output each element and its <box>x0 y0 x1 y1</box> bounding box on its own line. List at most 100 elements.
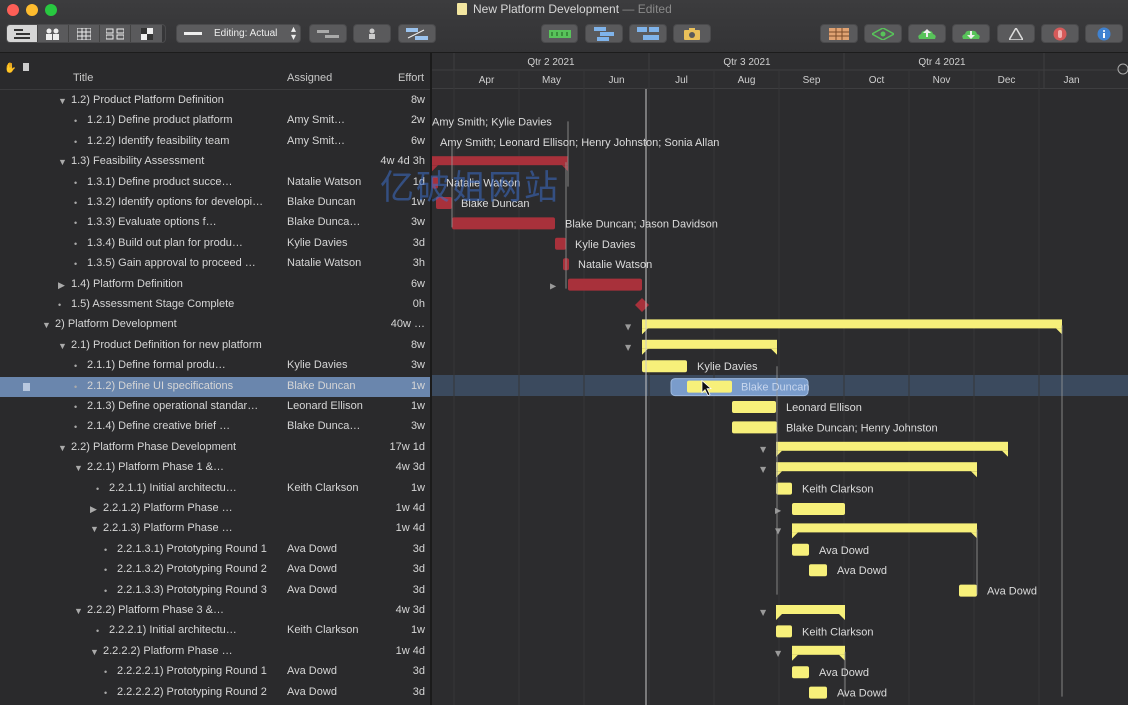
outline-row[interactable]: ▼ 2.2.1) Platform Phase 1 &… 4w 3d <box>0 458 430 478</box>
task-bar[interactable] <box>809 564 827 577</box>
summary-bar[interactable] <box>776 441 1008 451</box>
task-bar[interactable] <box>432 176 438 189</box>
summary-bar[interactable] <box>432 156 568 166</box>
network-view-button[interactable] <box>100 25 131 42</box>
split-view-button[interactable] <box>629 24 667 43</box>
summary-bar[interactable] <box>792 523 977 533</box>
disclosure-triangle-icon[interactable]: ▼ <box>775 649 782 658</box>
assign-resource-button[interactable] <box>353 24 391 43</box>
import-button[interactable] <box>952 24 990 43</box>
close-window-button[interactable] <box>7 4 19 16</box>
outline-row[interactable]: ▼ 1.2) Product Platform Definition 8w <box>0 91 430 111</box>
outline-row[interactable]: • 2.2.2.1) Initial architectu… Keith Clark… <box>0 621 430 641</box>
outline-row[interactable]: • 2.1.4) Define creative brief … Blake Dun… <box>0 417 430 437</box>
outline-row[interactable]: • 2.2.1.3.2) Prototyping Round 2 Ava Dowd 3… <box>0 560 430 580</box>
disclosure-triangle-icon[interactable]: ▼ <box>625 343 632 352</box>
summary-bar[interactable] <box>642 339 777 349</box>
editing-mode-popup[interactable]: Editing: Actual ▴ ▾ <box>176 24 301 43</box>
task-bar[interactable] <box>959 584 977 597</box>
summary-bar[interactable] <box>642 319 1062 329</box>
note-column-icon[interactable] <box>23 63 29 71</box>
disclosure-triangle-icon[interactable]: ▼ <box>775 526 782 535</box>
task-bar[interactable] <box>452 217 555 230</box>
disclosure-triangle-icon[interactable]: ▼ <box>74 606 83 616</box>
summary-bar[interactable] <box>776 605 845 614</box>
outline-row[interactable]: • 1.3.3) Evaluate options f… Blake Dunca… 3… <box>0 213 430 233</box>
disclosure-triangle-icon[interactable]: ▶ <box>58 279 65 290</box>
task-bar[interactable] <box>555 237 566 250</box>
resource-view-button[interactable] <box>38 25 69 42</box>
disclosure-triangle-icon[interactable]: ▼ <box>90 524 99 535</box>
styles-view-button[interactable] <box>131 25 162 42</box>
task-bar[interactable] <box>792 666 809 679</box>
hand-icon[interactable]: ✋ <box>4 63 17 74</box>
disclosure-triangle-icon[interactable]: ▶ <box>90 504 97 514</box>
outline-row[interactable]: • 2.2.2.2.1) Prototyping Round 1 Ava Dowd 3… <box>0 662 430 682</box>
outline-row[interactable]: ▶ 1.4) Platform Definition 6w <box>0 275 430 295</box>
outline-row[interactable]: ▶ 2.2.1.2) Platform Phase … 1w 4d <box>0 499 430 519</box>
disclosure-triangle-icon[interactable]: ▼ <box>760 445 767 454</box>
disclosure-triangle-icon[interactable]: ▼ <box>42 320 51 331</box>
disclosure-triangle-icon[interactable]: ▼ <box>58 442 67 453</box>
task-bar[interactable] <box>436 197 452 209</box>
row-note-icon[interactable] <box>23 382 30 391</box>
outline-row[interactable]: • 2.2.2.2.2) Prototyping Round 2 Ava Dowd 3… <box>0 683 430 703</box>
change-tracking-button[interactable] <box>997 24 1035 43</box>
task-bar[interactable] <box>809 686 827 699</box>
level-button[interactable] <box>541 24 578 43</box>
effort-column-header[interactable]: Effort <box>398 72 425 84</box>
publish-button[interactable] <box>908 24 946 43</box>
table-button[interactable] <box>820 24 858 43</box>
outline-row[interactable]: ▼ 2.2.2.2) Platform Phase … 1w 4d <box>0 642 430 662</box>
violations-button[interactable] <box>1041 24 1079 43</box>
disclosure-triangle-icon[interactable]: ▶ <box>550 282 557 291</box>
inspector-button[interactable] <box>1085 24 1123 43</box>
minimize-window-button[interactable] <box>26 4 38 16</box>
task-bar[interactable] <box>776 482 792 495</box>
outline-row[interactable]: ▼ 2.2) Platform Phase Development 17w 1d <box>0 438 430 458</box>
outline-row[interactable]: ▼ 2) Platform Development 40w … <box>0 315 430 335</box>
disclosure-triangle-icon[interactable]: ▼ <box>58 96 67 106</box>
outline-row[interactable]: • 1.2.1) Define product platform Amy Smit…… <box>0 111 430 131</box>
disclosure-triangle-icon[interactable]: ▼ <box>58 340 67 351</box>
outline-row[interactable]: • 2.1.1) Define formal produ… Kylie Davies… <box>0 356 430 376</box>
summary-bar[interactable] <box>776 462 977 472</box>
outline-row[interactable]: • 1.3.5) Gain approval to proceed … Natali… <box>0 254 430 274</box>
disclosure-triangle-icon[interactable]: ▼ <box>58 157 67 168</box>
task-bar[interactable] <box>792 503 845 515</box>
task-bar[interactable] <box>792 543 809 556</box>
outline-row[interactable]: • 2.1.3) Define operational standar… Leona… <box>0 397 430 417</box>
outline-row[interactable]: ▼ 1.3) Feasibility Assessment 4w 4d 3h <box>0 152 430 172</box>
task-bar[interactable] <box>642 360 687 373</box>
zoom-icon[interactable] <box>1117 63 1128 75</box>
outline-row[interactable]: • 2.2.1.1) Initial architectu… Keith Clark… <box>0 479 430 499</box>
split-divider[interactable] <box>430 53 432 705</box>
disclosure-triangle-icon[interactable]: ▼ <box>90 646 99 657</box>
snapshot-button[interactable] <box>673 24 711 43</box>
baseline-button[interactable] <box>864 24 902 43</box>
outline-view-button[interactable] <box>7 25 38 42</box>
connect-tasks-button[interactable] <box>398 24 436 43</box>
outline-row[interactable]: • 1.5) Assessment Stage Complete 0h <box>0 295 430 315</box>
title-column-header[interactable]: Title <box>73 72 94 84</box>
summary-bar[interactable] <box>792 645 845 655</box>
outline-row[interactable]: ▼ 2.2.2) Platform Phase 3 &… 4w 3d <box>0 601 430 621</box>
disclosure-triangle-icon[interactable]: ▼ <box>760 465 767 474</box>
task-bar[interactable] <box>687 380 732 393</box>
group-button[interactable] <box>585 24 623 43</box>
zoom-window-button[interactable] <box>45 4 57 16</box>
assigned-column-header[interactable]: Assigned <box>287 72 333 84</box>
outline-row[interactable]: • 2.1.2) Define UI specifications Blake Du… <box>0 376 430 397</box>
outline-row[interactable]: • 1.3.1) Define product succe… Natalie Wat… <box>0 173 430 193</box>
outline-row[interactable]: ▼ 2.2.1.3) Platform Phase … 1w 4d <box>0 519 430 539</box>
task-bar[interactable] <box>776 625 792 638</box>
disclosure-triangle-icon[interactable]: ▼ <box>74 463 83 474</box>
milestone-diamond[interactable] <box>635 298 649 312</box>
task-bar[interactable] <box>732 421 777 434</box>
outline-row[interactable]: • 2.2.1.3.3) Prototyping Round 3 Ava Dowd 3… <box>0 581 430 601</box>
task-bar[interactable] <box>568 278 642 291</box>
outline-row[interactable]: • 1.3.2) Identify options for developi… Bl… <box>0 193 430 213</box>
disclosure-triangle-icon[interactable]: ▶ <box>775 506 782 515</box>
outline-row[interactable]: • 2.2.1.3.1) Prototyping Round 1 Ava Dowd 3… <box>0 540 430 560</box>
outline-row[interactable]: • 1.2.2) Identify feasibility team Amy Smi… <box>0 132 430 152</box>
